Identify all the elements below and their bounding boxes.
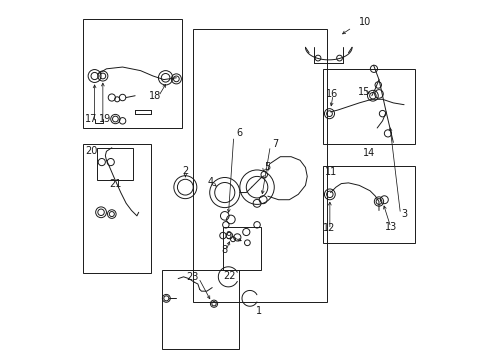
Bar: [223, 226, 260, 270]
Text: 15: 15: [358, 87, 370, 97]
Text: 3: 3: [400, 209, 407, 219]
Text: 20: 20: [85, 145, 97, 156]
Text: 7: 7: [271, 139, 278, 149]
Bar: [97, 148, 133, 180]
Text: 22: 22: [223, 271, 235, 281]
Text: 13: 13: [385, 222, 397, 231]
Text: 18: 18: [148, 91, 161, 101]
Text: 14: 14: [362, 148, 374, 158]
Bar: [83, 19, 182, 128]
Text: 2: 2: [182, 166, 188, 176]
Text: 23: 23: [186, 272, 198, 282]
Text: 11: 11: [325, 167, 337, 177]
Text: 4: 4: [207, 177, 213, 187]
Text: 6: 6: [236, 129, 242, 138]
Text: 21: 21: [109, 179, 122, 189]
Text: 10: 10: [358, 17, 370, 27]
Text: 12: 12: [322, 224, 334, 233]
Text: 19: 19: [98, 114, 111, 124]
Bar: [83, 144, 151, 273]
Bar: [323, 69, 414, 144]
Text: 1: 1: [255, 306, 262, 316]
Text: 9: 9: [225, 231, 231, 240]
Bar: [162, 270, 239, 348]
Bar: [192, 30, 326, 302]
Text: 5: 5: [264, 162, 270, 172]
Circle shape: [163, 296, 168, 301]
Bar: [323, 166, 414, 243]
Text: 16: 16: [325, 89, 338, 99]
Text: 17: 17: [85, 114, 97, 125]
Text: 8: 8: [221, 245, 227, 255]
